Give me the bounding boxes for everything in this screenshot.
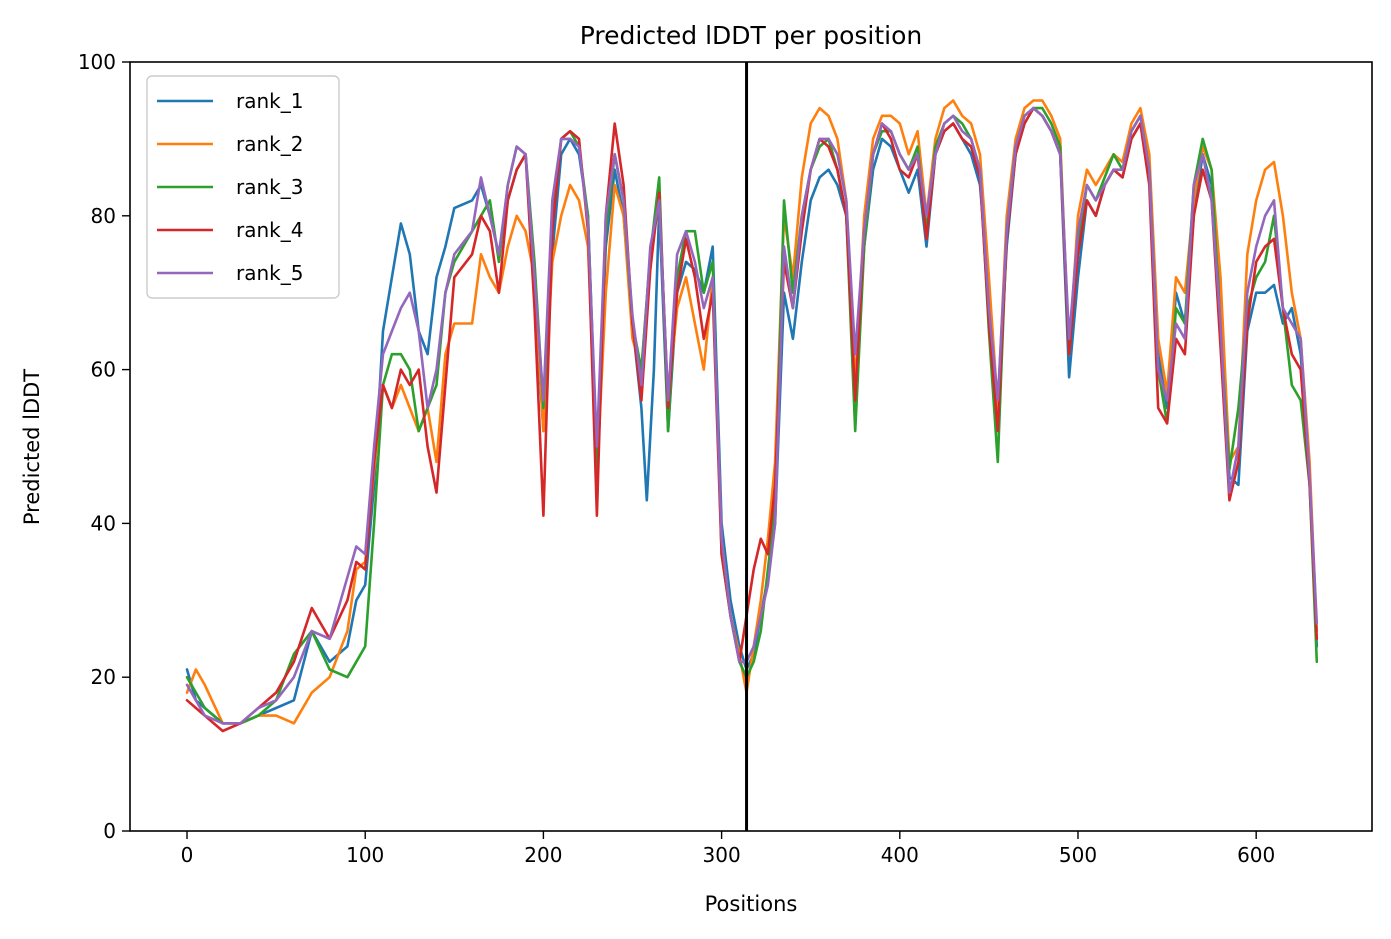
- legend-label-rank-5: rank_5: [236, 261, 303, 285]
- x-tick-label: 400: [881, 843, 919, 867]
- y-axis-title: Predicted lDDT: [20, 369, 44, 525]
- chart-title: Predicted lDDT per position: [580, 21, 922, 50]
- legend-box: [146, 75, 340, 299]
- legend-label-rank-4: rank_4: [236, 218, 303, 242]
- x-tick-label: 100: [346, 843, 384, 867]
- legend-label-rank-2: rank_2: [236, 132, 303, 156]
- y-axis-ticks: 0 20 40 60 80 100: [78, 50, 130, 843]
- y-tick-label: 100: [78, 50, 116, 74]
- plot-frame: [129, 61, 1373, 832]
- x-tick-label: 500: [1059, 843, 1097, 867]
- x-tick-label: 600: [1237, 843, 1275, 867]
- plot-lines: [185, 99, 1319, 733]
- series-line-rank-5: [185, 106, 1319, 725]
- y-tick-label: 60: [91, 358, 116, 382]
- x-axis-title: Positions: [705, 892, 798, 916]
- x-tick-label: 300: [703, 843, 741, 867]
- chart-legend: rank_1 rank_2 rank_3 rank_4 rank_5: [146, 75, 340, 299]
- legend-label-rank-3: rank_3: [236, 175, 303, 199]
- y-tick-label: 40: [91, 511, 116, 535]
- legend-label-rank-1: rank_1: [236, 89, 303, 113]
- y-tick-label: 0: [103, 819, 116, 843]
- x-tick-label: 200: [524, 843, 562, 867]
- y-tick-label: 20: [91, 665, 116, 689]
- x-axis-ticks: 0 100 200 300 400 500 600: [181, 831, 1275, 867]
- x-tick-label: 0: [181, 843, 194, 867]
- y-tick-label: 80: [91, 204, 116, 228]
